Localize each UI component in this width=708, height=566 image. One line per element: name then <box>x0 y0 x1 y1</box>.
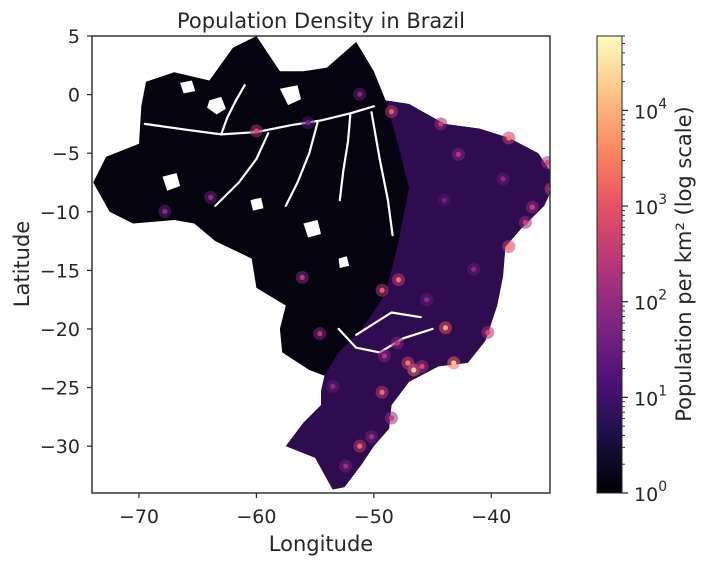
hotspot-core <box>379 389 385 395</box>
river-line <box>370 111 394 237</box>
no-data-patch <box>250 197 264 211</box>
no-data-patch <box>338 256 350 268</box>
hotspot-core <box>506 135 512 141</box>
colorbar-tick-label: 102 <box>634 288 667 315</box>
hotspot-core <box>253 128 260 134</box>
colorbar-tick-label: 104 <box>634 96 667 123</box>
hotspot-core <box>388 415 395 421</box>
hotspot-core <box>485 329 491 336</box>
hotspot-core <box>441 197 447 203</box>
no-data-patch <box>180 80 196 94</box>
map-plot-area <box>91 35 551 494</box>
hotspot-core <box>529 204 535 210</box>
map-title: Population Density in Brazil <box>177 9 465 33</box>
hotspot-core <box>395 277 402 283</box>
river-line <box>143 105 375 136</box>
hotspot-core <box>305 120 311 126</box>
x-tick-label: −60 <box>236 506 276 528</box>
y-tick-label: −30 <box>40 436 80 458</box>
hotspot-core <box>357 91 363 97</box>
hotspot-core <box>162 208 168 215</box>
hotspot-core <box>208 194 214 200</box>
hotspot-core <box>330 383 336 389</box>
hotspot-glow <box>544 182 550 196</box>
colorbar-tick-label: 103 <box>634 192 667 219</box>
hotspot-core <box>442 325 449 331</box>
river-line <box>220 84 246 136</box>
hotspot-core <box>411 367 417 373</box>
no-data-patch <box>303 220 321 238</box>
x-tick-label: −40 <box>471 506 511 528</box>
hotspot-core <box>381 353 388 359</box>
no-data-patch <box>162 173 181 191</box>
hotspot-core <box>471 266 477 272</box>
colorbar: 100 101 102 103 104 Population per km² (log … <box>596 35 696 506</box>
hotspot-core <box>368 434 375 440</box>
hotspot-core <box>379 287 385 293</box>
x-tick-label: −50 <box>354 506 394 528</box>
colorbar-ticks: 100 101 102 103 104 <box>622 35 667 506</box>
x-axis-ticks: −70 −60 −50 −40 <box>119 493 511 528</box>
hotspot-core <box>405 360 411 366</box>
y-tick-label: −10 <box>40 202 80 224</box>
y-axis-ticks: 5 0 −5 −10 −15 −20 −25 −30 <box>40 26 92 458</box>
hotspot-core <box>343 463 349 469</box>
hotspot-core <box>451 360 457 366</box>
hotspot-core <box>424 297 430 303</box>
river-line <box>355 311 422 336</box>
no-data-patch <box>207 96 226 115</box>
no-data-patch <box>279 85 301 106</box>
colorbar-label: Population per km² (log scale) <box>672 106 696 421</box>
no-data-areas <box>162 80 350 268</box>
colorbar-tick-label: 101 <box>634 383 667 410</box>
y-tick-label: −25 <box>40 378 80 400</box>
hotspot-core <box>388 108 395 115</box>
hotspot-core <box>357 443 363 449</box>
hotspot-core <box>317 331 323 337</box>
map-frame <box>91 35 551 494</box>
hotspot-core <box>419 363 425 370</box>
x-tick-label: −70 <box>119 506 159 528</box>
city-density-hotspots <box>158 87 550 473</box>
hotspot-core <box>522 219 528 225</box>
y-tick-label: −15 <box>40 260 80 282</box>
hotspot-core <box>506 243 512 250</box>
hotspot-core <box>545 159 550 166</box>
hotspot-core <box>394 340 400 346</box>
hotspot-core <box>455 151 461 157</box>
river-line <box>338 112 352 202</box>
populated-east-region <box>285 100 550 490</box>
y-tick-label: 0 <box>68 85 80 107</box>
y-tick-label: −20 <box>40 319 80 341</box>
river-line <box>284 121 319 207</box>
river-line <box>214 132 270 207</box>
y-axis-label: Latitude <box>10 221 34 307</box>
y-tick-label: −5 <box>52 143 80 165</box>
x-axis-label: Longitude <box>269 532 373 556</box>
hotspot-core <box>438 121 444 127</box>
colorbar-gradient <box>596 35 623 494</box>
hotspot-core <box>299 274 305 280</box>
y-tick-label: 5 <box>68 26 80 48</box>
hotspot-core <box>500 176 506 182</box>
colorbar-tick-label: 100 <box>634 479 667 506</box>
